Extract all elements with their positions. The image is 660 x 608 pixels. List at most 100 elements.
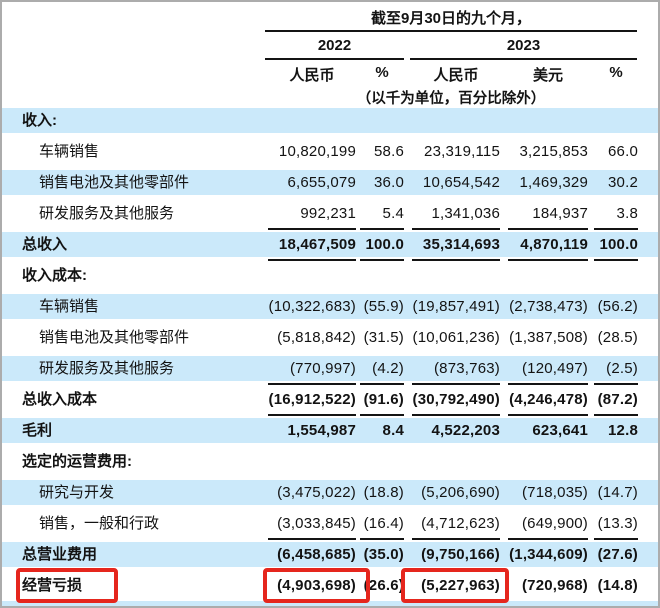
cell-rmb-2023: (4,712,623)	[412, 508, 500, 540]
row-label: 总收入成本	[22, 391, 98, 408]
cell-rmb-2022	[268, 260, 356, 291]
cell-usd-2023: (649,900)	[508, 508, 588, 540]
col-header-rmb-2022: 人民币	[289, 67, 335, 84]
table-row-total-cost: 总收入成本 (16,912,522) (91.6) (30,792,490) (…	[2, 384, 658, 416]
cell-rmb-2022: 18,467,509	[268, 229, 356, 261]
cell-usd-2023: (2,738,473)	[509, 298, 588, 315]
bottom-partial-stripe	[2, 601, 658, 606]
units-note: （以千为单位，百分比除外）	[356, 91, 546, 107]
row-label: 选定的运营费用:	[22, 453, 132, 470]
cell-rmb-2022: (5,818,842)	[277, 329, 356, 346]
cell-usd-2023: (720,968)	[521, 577, 588, 594]
highlight-box-label	[16, 568, 118, 603]
row-label: 研发服务及其他服务	[39, 205, 175, 222]
cell-pct-2022: 5.4	[360, 198, 404, 230]
cell-pct-2022: (18.8)	[363, 484, 404, 501]
table-body: 收入: 车辆销售 10,820,199 58.6 23,319,115 3,21…	[2, 105, 658, 603]
table-row-gross-profit: 毛利 1,554,987 8.4 4,522,203 623,641 12.8	[2, 415, 658, 446]
cell-rmb-2023	[412, 260, 500, 291]
row-label: 销售电池及其他零部件	[39, 329, 190, 346]
table-row-opex-section: 选定的运营费用:	[2, 446, 658, 477]
cell-usd-2023	[508, 446, 588, 477]
cell-usd-2023: (1,387,508)	[509, 329, 588, 346]
cell-pct-2022: 100.0	[360, 229, 404, 261]
header-rule-2022	[265, 58, 404, 60]
cell-rmb-2023: 4,522,203	[431, 422, 500, 439]
cell-pct-2023: (56.2)	[597, 298, 638, 315]
cell-pct-2023	[594, 446, 638, 477]
cell-pct-2023: (27.6)	[597, 546, 638, 563]
highlight-box-rmb-2023	[401, 568, 509, 603]
year-2023-header: 2023	[506, 37, 541, 54]
cell-rmb-2023: 10,654,542	[422, 174, 500, 191]
table-header: 截至9月30日的九个月， 2022 2023 人民币 % 人民币 美元 % （以…	[2, 2, 658, 107]
cell-pct-2023: 12.8	[608, 422, 638, 439]
row-label: 总营业费用	[22, 546, 98, 563]
row-label: 销售，一般和行政	[39, 515, 160, 532]
cell-pct-2023: 3.8	[594, 198, 638, 230]
cell-rmb-2022: (4,903,698)	[277, 577, 356, 594]
cell-rmb-2023	[412, 446, 500, 477]
cell-pct-2022: 8.4	[382, 422, 404, 439]
cell-pct-2023: (14.8)	[597, 577, 638, 594]
row-label: 收入成本:	[22, 267, 87, 284]
table-row-vehicle-sales: 车辆销售 10,820,199 58.6 23,319,115 3,215,85…	[2, 136, 658, 167]
cell-rmb-2023: 23,319,115	[424, 143, 500, 160]
cell-usd-2023: 623,641	[532, 422, 588, 439]
cell-rmb-2023: (19,857,491)	[412, 298, 500, 315]
cell-rmb-2022: (6,458,685)	[277, 546, 356, 563]
row-label: 车辆销售	[39, 298, 100, 315]
col-header-usd-2023: 美元	[532, 67, 563, 84]
cell-usd-2023: (4,246,478)	[508, 384, 588, 416]
cell-pct-2022: (35.0)	[363, 546, 404, 563]
cell-usd-2023	[508, 260, 588, 291]
cell-rmb-2022: 1,554,987	[287, 422, 356, 439]
cell-rmb-2022	[268, 446, 356, 477]
cell-pct-2023: (87.2)	[594, 384, 638, 416]
cell-pct-2022: (31.5)	[363, 329, 404, 346]
cell-pct-2023: (2.5)	[594, 353, 638, 385]
cell-usd-2023: (718,035)	[521, 484, 588, 501]
cell-pct-2022: (4.2)	[360, 353, 404, 385]
cell-rmb-2022: (3,475,022)	[277, 484, 356, 501]
cell-usd-2023: 4,870,119	[508, 229, 588, 261]
cell-rmb-2022: 10,820,199	[278, 143, 356, 160]
cell-pct-2023	[594, 105, 638, 136]
cell-usd-2023: (120,497)	[508, 353, 588, 385]
table-row-rd-services: 研发服务及其他服务 992,231 5.4 1,341,036 184,937 …	[2, 198, 658, 230]
row-label: 研究与开发	[39, 484, 115, 501]
row-label: 销售电池及其他零部件	[39, 174, 190, 191]
cell-rmb-2023: (873,763)	[412, 353, 500, 385]
table-row-cost-section: 收入成本:	[2, 260, 658, 291]
row-label: 车辆销售	[39, 143, 100, 160]
cell-usd-2023: 3,215,853	[519, 143, 588, 160]
row-label: 研发服务及其他服务	[39, 360, 175, 377]
cell-pct-2023: 100.0	[594, 229, 638, 261]
cell-rmb-2023	[412, 105, 500, 136]
cell-rmb-2023: (10,061,236)	[412, 329, 500, 346]
cell-pct-2022: (55.9)	[363, 298, 404, 315]
table-row-battery-cost: 销售电池及其他零部件 (5,818,842) (31.5) (10,061,23…	[2, 322, 658, 353]
cell-usd-2023: 1,469,329	[519, 174, 588, 191]
table-row-vehicle-cost: 车辆销售 (10,322,683) (55.9) (19,857,491) (2…	[2, 291, 658, 322]
cell-pct-2023: (28.5)	[597, 329, 638, 346]
cell-pct-2022	[360, 105, 404, 136]
col-header-pct-2022: %	[375, 64, 389, 81]
cell-rmb-2022: (770,997)	[268, 353, 356, 385]
table-row-total-revenue: 总收入 18,467,509 100.0 35,314,693 4,870,11…	[2, 229, 658, 261]
col-header-pct-2023: %	[609, 64, 623, 81]
table-row-revenue-section: 收入:	[2, 105, 658, 136]
row-label: 收入:	[22, 112, 57, 129]
cell-rmb-2023: (5,206,690)	[421, 484, 500, 501]
cell-rmb-2023: (30,792,490)	[412, 384, 500, 416]
cell-rmb-2022: (10,322,683)	[268, 298, 356, 315]
cell-pct-2023: (13.3)	[594, 508, 638, 540]
cell-rmb-2023: (5,227,963)	[421, 577, 500, 594]
header-rule-2023	[410, 58, 637, 60]
cell-usd-2023: (1,344,609)	[509, 546, 588, 563]
col-header-rmb-2023: 人民币	[433, 67, 479, 84]
cell-usd-2023: 184,937	[508, 198, 588, 230]
cell-rmb-2023: (9,750,166)	[421, 546, 500, 563]
cell-rmb-2022: 992,231	[268, 198, 356, 230]
